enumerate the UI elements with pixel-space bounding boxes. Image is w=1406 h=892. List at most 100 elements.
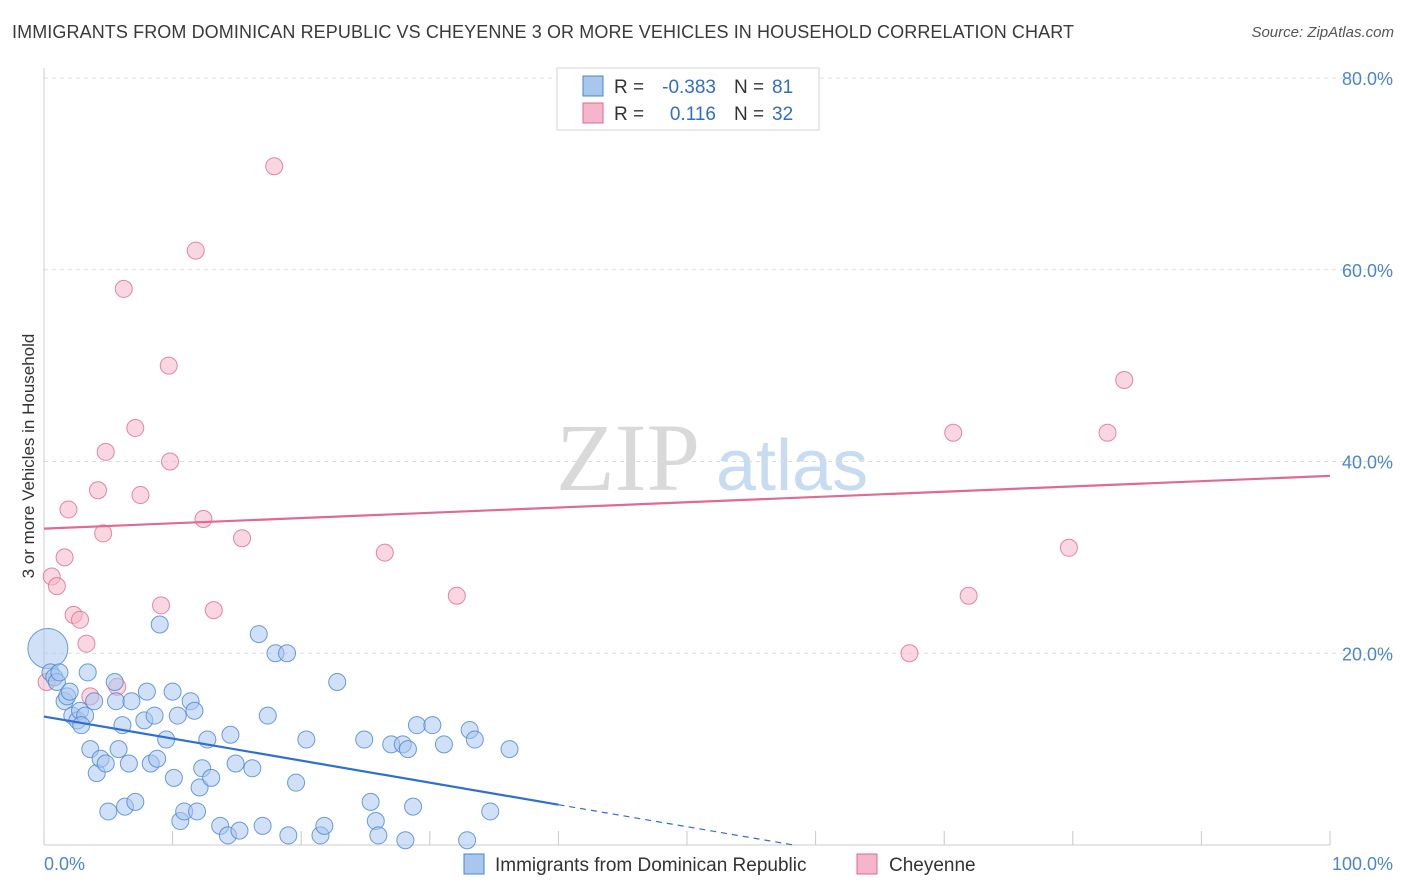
series-legend: Immigrants from Dominican Republic Cheye… (463, 853, 976, 876)
cheyenne-point-24 (375, 543, 394, 562)
dominican-point-4 (50, 663, 69, 682)
y-tick-label-20: 20.0% (1342, 644, 1393, 664)
cheyenne-point-28 (959, 586, 978, 605)
dominican-point-59 (297, 730, 316, 749)
dominican-point-61 (315, 816, 334, 835)
x-tick-label-0: 0.0% (44, 854, 85, 874)
cheyenne-point-10 (94, 524, 113, 543)
cheyenne-point-4 (59, 500, 78, 519)
dominican-point-25 (122, 692, 141, 711)
dominican-point-30 (145, 706, 164, 725)
legend-r-label-pink: R = (614, 104, 644, 125)
y-tick-label-40: 40.0% (1342, 453, 1393, 473)
dominican-point-64 (361, 792, 380, 811)
dominican-point-31 (148, 749, 167, 768)
dominican-point-48 (221, 725, 240, 744)
y-axis-label: 3 or more Vehicles in Household (19, 334, 38, 579)
dominican-point-12 (78, 663, 97, 682)
dominican-point-71 (407, 716, 426, 735)
dominican-point-75 (465, 730, 484, 749)
cheyenne-point-21 (204, 601, 223, 620)
cheyenne-point-16 (152, 596, 171, 615)
cheyenne-point-9 (89, 481, 108, 500)
watermark: ZIP atlas (556, 404, 868, 511)
dominican-point-7 (60, 682, 79, 701)
y-tick-label-60: 60.0% (1342, 261, 1393, 281)
dominican-point-42 (190, 778, 209, 797)
dominican-point-57 (279, 826, 298, 845)
legend-n-value-blue: 81 (772, 77, 793, 98)
cheyenne-point-19 (186, 241, 205, 260)
dominican-point-41 (188, 802, 207, 821)
cheyenne-point-31 (1115, 371, 1134, 390)
dominican-point-35 (164, 768, 183, 787)
legend-n-value-pink: 32 (772, 104, 793, 125)
dominican-point-17 (96, 754, 115, 773)
dominican-point-77 (500, 740, 519, 759)
dominican-point-70 (404, 797, 423, 816)
dominican-point-21 (109, 740, 128, 759)
dominican-points (27, 615, 519, 850)
grid-lines (44, 77, 1392, 654)
source-label: Source: ZipAtlas.com (1251, 24, 1394, 41)
dominican-point-52 (249, 625, 268, 644)
dominican-point-51 (243, 759, 262, 778)
dominican-point-54 (258, 706, 277, 725)
series-legend-swatch-blue (463, 853, 485, 875)
dominican-point-50 (230, 821, 249, 840)
cheyenne-point-26 (900, 644, 919, 663)
dominican-point-14 (85, 692, 104, 711)
cheyenne-point-6 (71, 610, 90, 629)
dominican-point-56 (278, 644, 297, 663)
legend-r-value-pink: 0.116 (670, 104, 716, 125)
dominican-point-62 (328, 673, 347, 692)
watermark-zip: ZIP (556, 404, 700, 511)
dominican-point-26 (126, 792, 145, 811)
dominican-point-24 (119, 754, 138, 773)
dominican-point-76 (481, 802, 500, 821)
legend-r-label-blue: R = (614, 77, 644, 98)
dominican-point-53 (253, 816, 272, 835)
legend-swatch-blue (582, 75, 604, 97)
cheyenne-point-3 (55, 548, 74, 567)
cheyenne-point-7 (77, 634, 96, 653)
dominican-point-18 (99, 802, 118, 821)
cheyenne-point-27 (944, 423, 963, 442)
dominican-trend-extension (558, 804, 794, 846)
cheyenne-point-30 (1098, 423, 1117, 442)
cheyenne-point-18 (161, 452, 180, 471)
dominican-point-78 (396, 831, 415, 850)
series-legend-swatch-pink (856, 853, 878, 875)
cheyenne-point-13 (114, 279, 133, 298)
cheyenne-point-17 (159, 356, 178, 375)
legend-n-label-pink: N = (734, 104, 764, 125)
x-tick-label-100: 100.0% (1332, 854, 1393, 874)
dominican-point-72 (423, 716, 442, 735)
dominican-point-58 (287, 773, 306, 792)
legend-swatch-pink (582, 102, 604, 124)
legend-r-value-blue: -0.383 (662, 77, 716, 98)
x-tick-marks (43, 831, 1331, 845)
dominican-point-32 (150, 615, 169, 634)
dominican-point-73 (434, 735, 453, 754)
dominican-point-19 (105, 673, 124, 692)
dominican-point-63 (355, 730, 374, 749)
series-legend-label-pink: Cheyenne (889, 855, 976, 876)
cheyenne-point-25 (447, 586, 466, 605)
cheyenne-point-20 (194, 510, 213, 529)
cheyenne-points (37, 157, 1134, 706)
chart-title: IMMIGRANTS FROM DOMINICAN REPUBLIC VS CH… (12, 22, 1075, 42)
tick-labels: 20.0% 40.0% 60.0% 80.0% 0.0% 100.0% (44, 69, 1393, 874)
dominican-point-34 (163, 682, 182, 701)
dominican-trend-line (43, 715, 559, 806)
correlation-legend: R = -0.383 N = 81 R = 0.116 N = 32 (556, 67, 820, 131)
watermark-atlas: atlas (716, 426, 868, 506)
cheyenne-point-23 (265, 157, 284, 176)
dominican-point-20 (107, 692, 126, 711)
series-legend-label-blue: Immigrants from Dominican Republic (495, 855, 807, 876)
legend-n-label-blue: N = (734, 77, 764, 98)
trend-lines (43, 474, 1331, 846)
cheyenne-point-29 (1059, 538, 1078, 557)
cheyenne-point-11 (96, 442, 115, 461)
